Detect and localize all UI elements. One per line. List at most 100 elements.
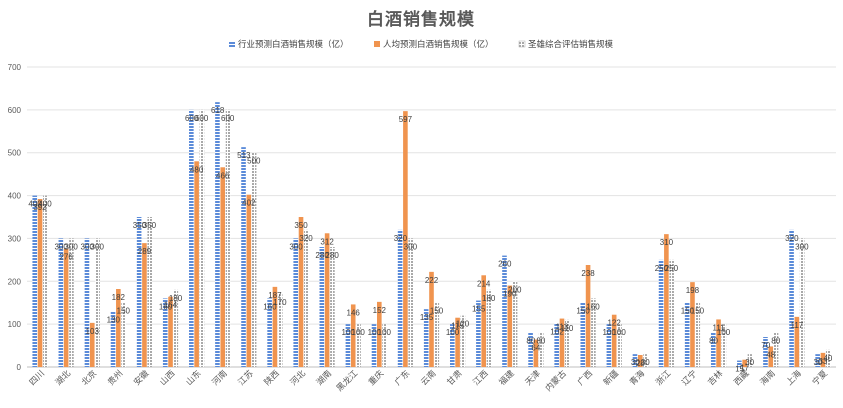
data-label: 80 (709, 337, 718, 346)
bar (429, 271, 434, 367)
bar (789, 229, 794, 367)
x-tick-label: 福建 (497, 368, 517, 388)
data-label: 120 (456, 320, 470, 329)
chart-title: 白酒销售规模 (367, 9, 475, 30)
data-label: 110 (561, 324, 574, 333)
data-label: 513 (237, 151, 251, 160)
y-tick-label: 500 (8, 149, 22, 158)
bar (189, 109, 194, 367)
data-label: 300 (64, 242, 78, 251)
data-label: 276 (59, 253, 73, 262)
data-label: 300 (795, 242, 809, 251)
x-tick-label: 海南 (758, 368, 778, 388)
data-label: 222 (425, 276, 439, 285)
data-label: 289 (138, 247, 152, 256)
data-label: 30 (745, 358, 754, 367)
bar (773, 332, 779, 367)
x-tick-label: 宁夏 (810, 368, 830, 388)
bar (84, 238, 90, 367)
bar (507, 285, 513, 367)
x-tick-label: 广东 (392, 368, 412, 388)
bar (768, 346, 774, 367)
data-label: 15 (735, 365, 744, 374)
data-label: 30 (813, 358, 822, 367)
data-label: 28 (636, 359, 645, 368)
legend-swatch (229, 41, 235, 47)
bar (737, 360, 742, 367)
x-tick-label: 陕西 (262, 368, 282, 388)
data-label: 500 (247, 157, 261, 166)
data-label: 100 (342, 328, 356, 337)
bar (502, 255, 507, 367)
bar (251, 152, 257, 367)
x-tick-label: 湖北 (54, 368, 73, 387)
data-label: 170 (273, 298, 287, 307)
bar (611, 314, 617, 367)
data-label: 180 (169, 294, 183, 303)
data-label: 187 (268, 291, 282, 300)
y-tick-label: 200 (8, 277, 22, 286)
data-label: 48 (766, 350, 775, 359)
data-label: 80 (526, 337, 535, 346)
data-label: 260 (498, 260, 512, 269)
x-tick-label: 北京 (79, 368, 99, 388)
bar (710, 332, 716, 367)
bar (377, 301, 382, 367)
bar (69, 238, 74, 367)
x-tick-label: 辽宁 (680, 368, 700, 388)
data-label: 180 (482, 294, 496, 303)
x-tick-label: 浙江 (653, 368, 673, 388)
data-label: 80 (771, 337, 780, 346)
data-label: 100 (378, 328, 392, 337)
x-tick-label: 云南 (419, 368, 439, 388)
data-label: 350 (143, 221, 157, 230)
data-label: 238 (581, 269, 595, 278)
data-label: 100 (368, 328, 382, 337)
bar (684, 302, 690, 367)
bar (434, 302, 440, 367)
bar (32, 195, 38, 367)
bar (397, 229, 403, 367)
data-label: 150 (691, 307, 705, 316)
data-label: 30 (641, 358, 650, 367)
data-label: 198 (686, 286, 700, 295)
bar (580, 302, 586, 367)
data-label: 64 (531, 344, 540, 353)
data-label: 280 (325, 251, 339, 260)
data-label: 100 (446, 328, 460, 337)
x-tick-label: 吉林 (706, 368, 726, 388)
x-tick-label: 上海 (784, 368, 804, 388)
bar (716, 319, 721, 367)
legend-swatch (374, 41, 380, 47)
bar (350, 304, 356, 367)
x-tick-label: 江西 (471, 369, 490, 388)
bar (173, 289, 179, 367)
x-tick-label: 四川 (28, 369, 47, 388)
bar (794, 316, 800, 367)
bar (246, 194, 252, 367)
y-tick-label: 0 (17, 363, 22, 372)
bar (721, 324, 727, 367)
data-label: 250 (655, 264, 669, 273)
data-label: 320 (785, 234, 799, 243)
bar (215, 102, 220, 368)
data-label: 250 (665, 264, 679, 273)
y-tick-label: 100 (8, 320, 22, 329)
data-label: 312 (320, 237, 334, 246)
data-label: 597 (399, 115, 413, 124)
bar (194, 161, 199, 367)
data-label: 300 (81, 242, 95, 251)
x-tick-label: 江苏 (236, 368, 256, 388)
data-label: 70 (761, 341, 770, 350)
bar (585, 265, 591, 367)
bar (116, 289, 121, 367)
data-label: 100 (717, 328, 731, 337)
data-label: 164 (164, 301, 178, 310)
data-label: 160 (263, 302, 277, 311)
data-label: 102 (550, 327, 564, 336)
bar (460, 315, 466, 367)
y-tick-label: 600 (8, 106, 22, 115)
data-label: 214 (477, 279, 491, 288)
bar (690, 282, 695, 367)
data-label: 150 (430, 307, 444, 316)
